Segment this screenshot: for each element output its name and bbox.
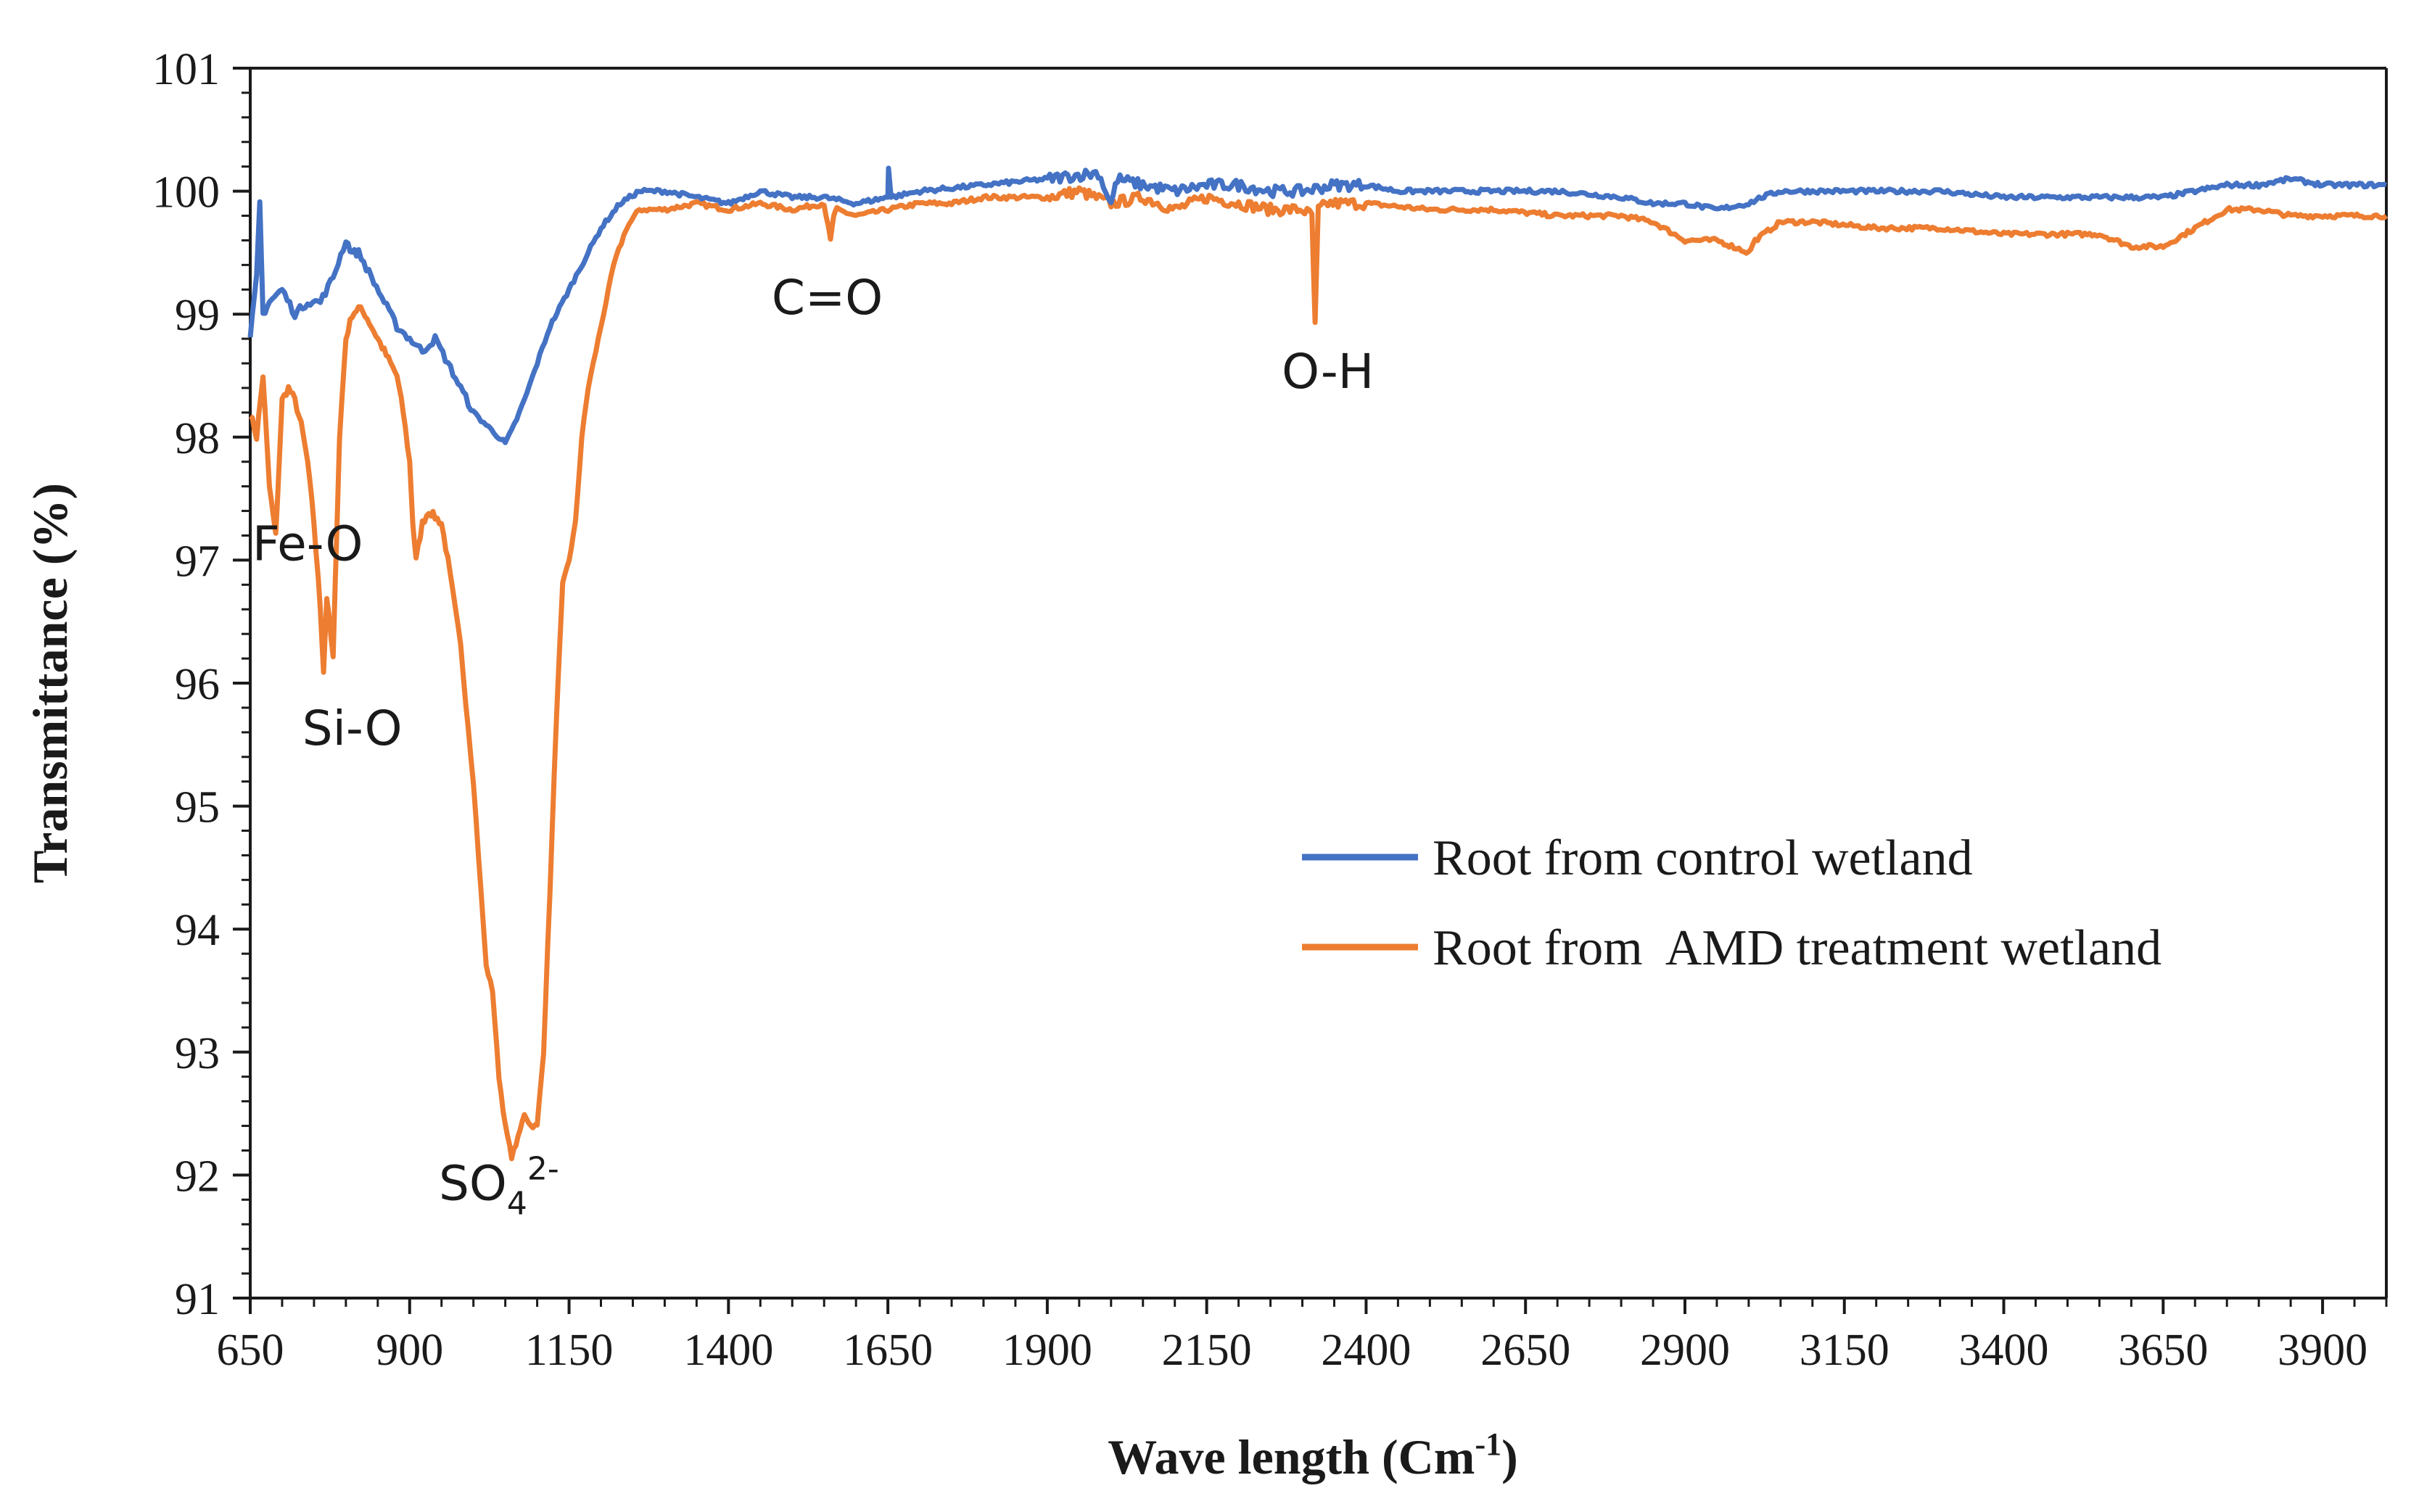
annotation-c-o-label: C=O xyxy=(772,270,883,326)
x-tick-label: 900 xyxy=(376,1326,443,1375)
annotation-fe-o: Fe-O xyxy=(252,516,363,571)
x-tick-label: 3650 xyxy=(2118,1326,2208,1375)
annotation-so4-label: SO xyxy=(439,1155,507,1211)
minor-ticks xyxy=(242,91,2388,1307)
x-tick-label: 3900 xyxy=(2278,1326,2367,1375)
legend: Root from control wetland Root from AMD … xyxy=(1302,830,2161,976)
annotation-so4-sup: 2- xyxy=(527,1150,559,1187)
x-axis-title-main: Wave length (Cm xyxy=(1108,1429,1475,1484)
y-axis-ticks: 91 92 93 94 95 96 97 98 99 100 101 xyxy=(152,45,250,1324)
y-axis-title: Transmittance (%) xyxy=(22,483,78,883)
x-tick-label: 2150 xyxy=(1162,1326,1252,1375)
series-line-amd xyxy=(249,185,2389,1162)
annotation-si-o-label: Si-O xyxy=(302,701,403,756)
x-tick-label: 1650 xyxy=(843,1326,933,1375)
annotation-so4: SO42- xyxy=(439,1150,559,1222)
x-tick-label: 2900 xyxy=(1640,1326,1730,1375)
x-tick-label: 2400 xyxy=(1321,1326,1411,1375)
x-tick-label: 1150 xyxy=(525,1326,614,1375)
x-tick-label: 3150 xyxy=(1800,1326,1889,1375)
x-axis-title-close: ) xyxy=(1501,1429,1518,1484)
annotation-fe-o-label: Fe-O xyxy=(252,516,363,571)
annotation-o-h: O-H xyxy=(1282,344,1374,400)
y-tick-label: 97 xyxy=(175,537,220,586)
legend-label-amd: Root from AMD treatment wetland xyxy=(1433,920,2161,976)
annotation-layer: Fe-O Si-O SO42- C=O O-H xyxy=(252,270,1374,1222)
annotation-so4-sub: 4 xyxy=(507,1185,527,1222)
y-tick-label: 96 xyxy=(175,660,220,709)
x-tick-label: 650 xyxy=(217,1326,284,1375)
y-tick-label: 98 xyxy=(175,414,220,463)
y-tick-label: 100 xyxy=(152,168,220,218)
y-tick-label: 93 xyxy=(175,1029,220,1078)
x-axis-title: Wave length (Cm-1) xyxy=(1108,1426,1518,1484)
y-tick-label: 99 xyxy=(175,291,220,340)
y-tick-label: 95 xyxy=(175,783,220,833)
x-axis-ticks: 650 900 1150 1400 1650 1900 2150 2400 2650 2900 31… xyxy=(217,1298,2367,1375)
series-line-control xyxy=(247,165,2387,445)
annotation-o-h-label: O-H xyxy=(1282,344,1374,400)
series-layer xyxy=(247,165,2389,1162)
y-tick-label: 94 xyxy=(175,906,220,955)
y-tick-label: 101 xyxy=(152,45,220,94)
x-tick-label: 1900 xyxy=(1002,1326,1092,1375)
annotation-si-o: Si-O xyxy=(302,701,403,756)
legend-label-control: Root from control wetland xyxy=(1433,830,1973,886)
x-tick-label: 3400 xyxy=(1959,1326,2049,1375)
y-tick-label: 91 xyxy=(175,1275,220,1324)
annotation-c-o: C=O xyxy=(772,270,883,326)
x-axis-title-sup: -1 xyxy=(1475,1426,1501,1462)
x-tick-label: 1400 xyxy=(683,1326,773,1375)
y-tick-label: 92 xyxy=(175,1152,220,1201)
x-tick-label: 2650 xyxy=(1480,1326,1570,1375)
